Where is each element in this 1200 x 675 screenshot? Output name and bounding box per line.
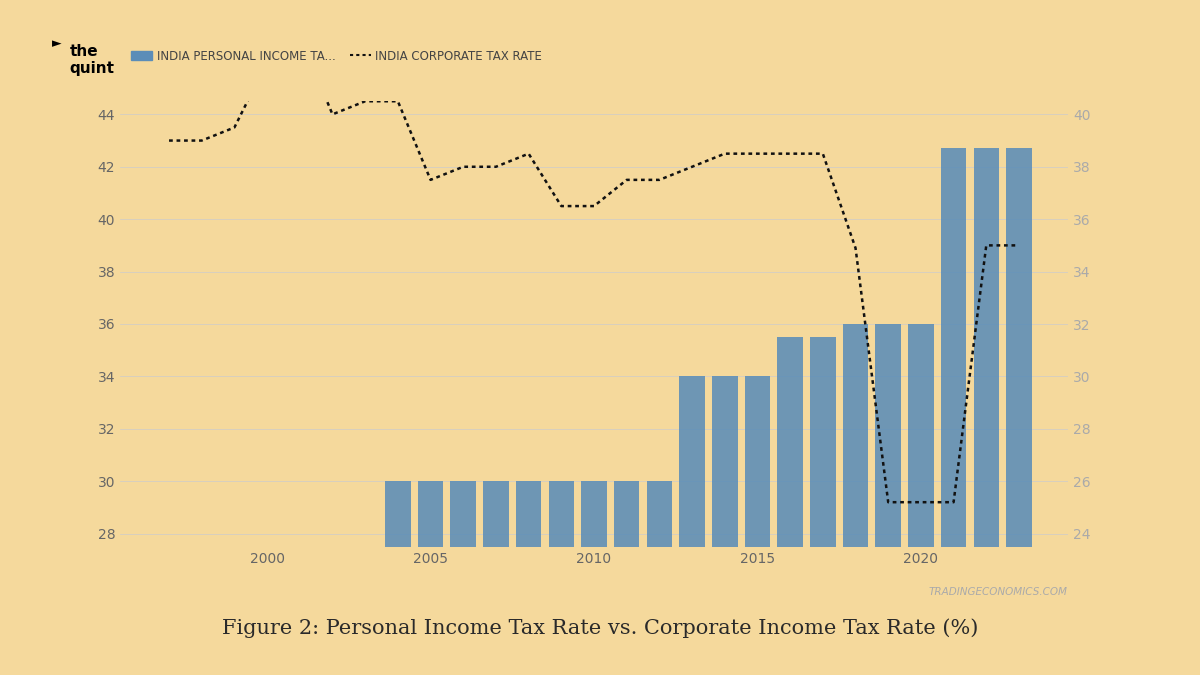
Bar <box>614 481 640 675</box>
Bar <box>941 148 966 675</box>
Bar <box>647 481 672 675</box>
Bar <box>778 337 803 675</box>
Text: ►: ► <box>52 37 61 50</box>
Bar <box>548 481 574 675</box>
Bar <box>385 481 410 675</box>
Bar <box>908 324 934 675</box>
Bar <box>484 481 509 675</box>
Legend: INDIA PERSONAL INCOME TA..., INDIA CORPORATE TAX RATE: INDIA PERSONAL INCOME TA..., INDIA CORPO… <box>126 45 547 68</box>
Bar <box>842 324 869 675</box>
Text: Figure 2: Personal Income Tax Rate vs. Corporate Income Tax Rate (%): Figure 2: Personal Income Tax Rate vs. C… <box>222 618 978 638</box>
Bar <box>516 481 541 675</box>
Bar <box>973 148 1000 675</box>
Bar <box>1007 148 1032 675</box>
Bar <box>810 337 835 675</box>
Bar <box>450 481 476 675</box>
Text: the
quint: the quint <box>70 44 115 76</box>
Text: TRADINGECONOMICS.COM: TRADINGECONOMICS.COM <box>929 587 1068 597</box>
Bar <box>876 324 901 675</box>
Bar <box>745 377 770 675</box>
Bar <box>679 377 704 675</box>
Bar <box>581 481 607 675</box>
Bar <box>712 377 738 675</box>
Bar <box>418 481 443 675</box>
